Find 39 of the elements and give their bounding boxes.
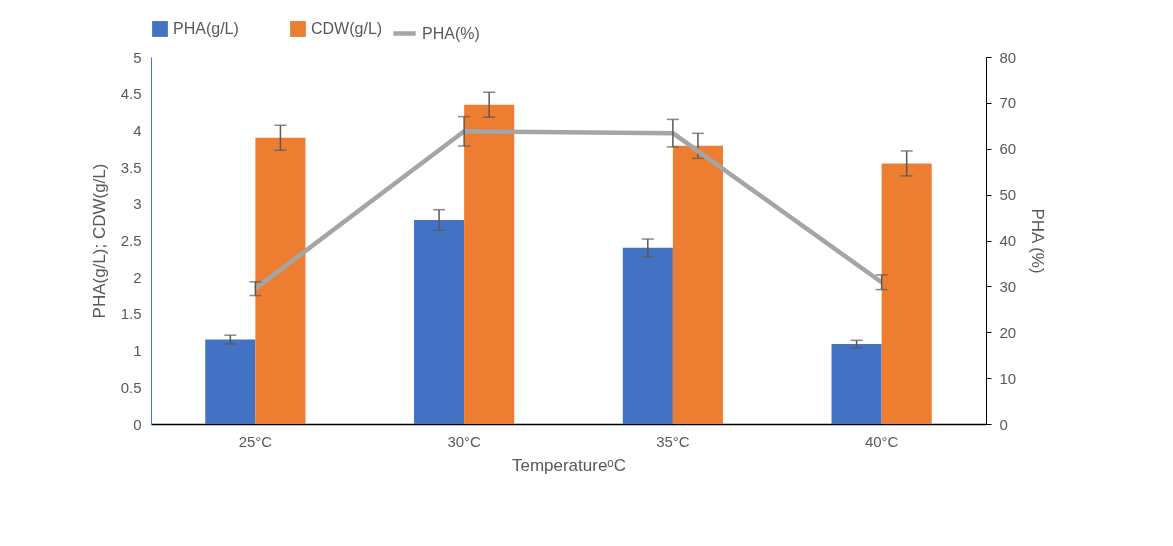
y2-tick-label: 40 (999, 232, 1017, 249)
x-tick-label: 25°C (238, 432, 273, 450)
x-tick-label: 40°C (864, 432, 899, 450)
y-tick-label: 4.5 (120, 85, 142, 103)
y2-tick-label: 60 (999, 140, 1017, 158)
y-tick-label: 3.5 (120, 158, 142, 176)
y2-tick-label: 20 (999, 323, 1017, 341)
y2-tick-label: 30 (999, 277, 1017, 295)
bar (414, 219, 465, 424)
bar (831, 343, 882, 424)
y2-tick-label: 80 (999, 48, 1017, 66)
y2-tick-label: 10 (999, 369, 1017, 387)
y-tick-label: 1 (133, 342, 142, 360)
y-tick-label: 4 (133, 121, 142, 139)
bar (205, 339, 256, 424)
y2-axis-title: PHA (%) (1028, 208, 1048, 274)
y-tick-label: 2.5 (120, 232, 142, 249)
y-tick-label: 5 (133, 48, 142, 66)
bar (464, 104, 515, 424)
legend-label: PHA(g/L) (173, 20, 239, 37)
bar (622, 247, 673, 424)
y-axis-title: PHA(g/L); CDW(g/L) (89, 163, 109, 319)
y-tick-label: 3 (133, 195, 142, 213)
x-axis-title: TemperatureᵒC (511, 455, 627, 475)
x-tick-label: 35°C (656, 432, 690, 450)
y-tick-label: 2 (133, 268, 142, 286)
bar (255, 137, 306, 424)
y-tick-label: 0 (133, 415, 142, 433)
y2-tick-label: 70 (999, 94, 1017, 112)
bar (672, 145, 723, 424)
y-tick-label: 1.5 (120, 305, 142, 323)
y-tick-label: 0.5 (120, 378, 142, 396)
y2-tick-label: 0 (999, 415, 1008, 433)
bar (881, 163, 932, 424)
x-tick-label: 30°C (447, 432, 482, 450)
legend-label: PHA(%) (422, 24, 480, 42)
y2-tick-label: 50 (999, 186, 1017, 204)
legend-label: CDW(g/L) (311, 20, 383, 37)
line-series (253, 129, 884, 291)
